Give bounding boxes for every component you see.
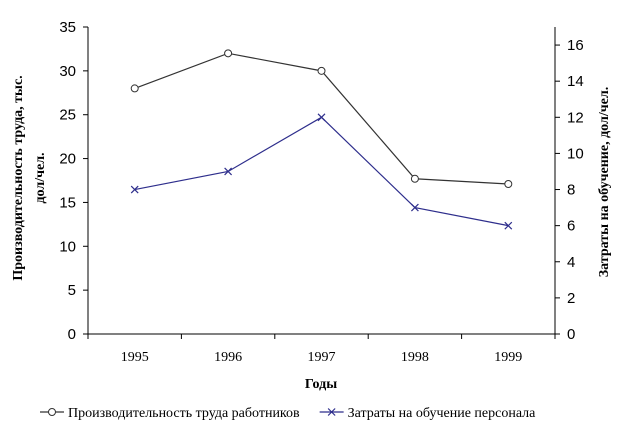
series-1	[130, 49, 513, 189]
series-2	[130, 113, 513, 230]
left-axis-ticks: 0 5 10 15 20 25 30 35	[59, 19, 88, 343]
data-point-x	[130, 185, 139, 194]
legend-item-2: Затраты на обучение персонала	[319, 406, 537, 421]
right-tick-label: 6	[567, 218, 575, 235]
legend-marker-circle	[48, 408, 56, 416]
left-axis-title-line-1: Производительность труда, тыс.	[11, 75, 26, 280]
left-axis-title-line-2: дол/чел.	[33, 152, 48, 203]
x-tick-label: 1999	[494, 350, 522, 365]
legend-marker-x	[327, 408, 336, 416]
right-tick-label: 4	[567, 254, 575, 271]
x-tick-label: 1998	[401, 350, 429, 365]
legend-item-1: Производительность труда работников	[40, 406, 300, 421]
left-tick-label: 5	[68, 282, 76, 299]
data-point-circle	[504, 180, 513, 189]
series-layer	[130, 49, 513, 230]
right-tick-label: 2	[567, 290, 575, 307]
right-tick-label: 0	[567, 326, 575, 343]
axes	[87, 27, 556, 335]
legend: Производительность труда работников Затра…	[40, 406, 536, 421]
x-tick-label: 1996	[214, 350, 242, 365]
data-point-circle	[224, 49, 233, 58]
x-tick-label: 1997	[308, 350, 336, 365]
right-tick-label: 10	[567, 145, 584, 162]
x-axis-title: Годы	[305, 377, 337, 392]
left-tick-label: 35	[59, 19, 76, 36]
left-tick-label: 25	[59, 107, 76, 124]
data-point-circle	[410, 174, 419, 183]
left-tick-label: 30	[59, 63, 76, 80]
data-point-x	[504, 221, 513, 230]
left-tick-label: 10	[59, 238, 76, 255]
right-axis-ticks: 0 2 4 6 8 10 12 14 16	[555, 37, 584, 343]
right-tick-label: 8	[567, 182, 575, 199]
left-tick-label: 0	[68, 326, 76, 343]
right-tick-label: 16	[567, 37, 584, 54]
left-tick-label: 15	[59, 194, 76, 211]
right-tick-label: 14	[567, 73, 584, 90]
data-point-circle	[130, 84, 139, 93]
data-point-circle	[317, 66, 326, 75]
data-point-x	[317, 113, 326, 122]
legend-label: Производительность труда работников	[68, 406, 300, 421]
left-tick-label: 20	[59, 151, 76, 168]
right-tick-label: 12	[567, 109, 584, 126]
right-axis-title: Затраты на обучение, дол/чел.	[597, 87, 612, 277]
x-axis-ticks: 1995 1996 1997 1998 1999	[87, 334, 556, 365]
data-point-x	[410, 203, 419, 212]
series-line	[134, 116, 509, 227]
x-tick-label: 1995	[121, 350, 149, 365]
legend-label: Затраты на обучение персонала	[348, 406, 537, 421]
data-point-x	[224, 167, 233, 176]
